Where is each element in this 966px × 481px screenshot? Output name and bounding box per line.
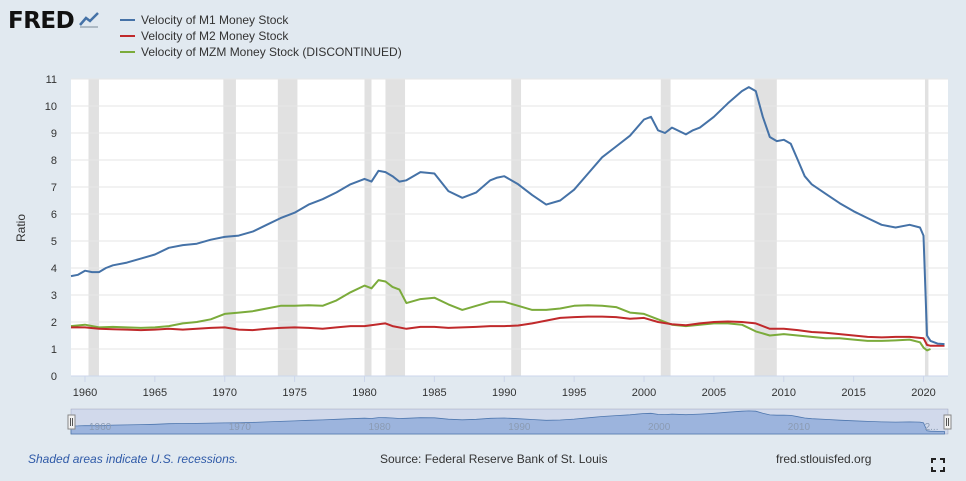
navigator-series <box>70 410 945 435</box>
trend-line-icon <box>78 9 101 33</box>
y-tick-label: 7 <box>51 182 57 194</box>
logo-text: FRED <box>8 8 75 34</box>
x-tick-label: 1985 <box>422 387 446 399</box>
y-tick-label: 6 <box>51 209 57 221</box>
recession-band-1 <box>223 79 236 376</box>
source-note: Source: Federal Reserve Bank of St. Loui… <box>380 452 608 466</box>
navigator-label: 1990 <box>508 422 531 433</box>
y-tick-label: 8 <box>51 155 57 167</box>
x-tick-label: 1980 <box>352 387 376 399</box>
y-tick-label: 4 <box>51 263 57 275</box>
x-tick-label: 2005 <box>702 387 726 399</box>
legend-swatch-m1 <box>120 19 135 21</box>
recession-band-0 <box>88 79 99 376</box>
y-tick-label: 9 <box>51 128 57 140</box>
y-tick-label: 1 <box>51 344 57 356</box>
y-tick-label: 2 <box>51 317 57 329</box>
x-tick-label: 2000 <box>632 387 656 399</box>
x-tick-label: 1975 <box>282 387 306 399</box>
recession-band-4 <box>385 79 406 376</box>
navigator-handle-left[interactable] <box>67 414 76 430</box>
recession-bands <box>88 79 929 376</box>
navigator-labels: 1960 1970 1980 1990 2000 2010 2... <box>89 422 939 433</box>
x-tick-label: 2015 <box>841 387 865 399</box>
recession-band-5 <box>511 79 522 376</box>
fullscreen-icon[interactable] <box>931 458 945 472</box>
x-tick-label: 1970 <box>212 387 236 399</box>
y-axis-title: Ratio <box>14 214 28 242</box>
recession-note: Shaded areas indicate U.S. recessions. <box>28 452 239 466</box>
y-tick-labels: 0 1 2 3 4 5 6 7 8 9 10 11 <box>45 74 57 383</box>
navigator-label: 1970 <box>229 422 252 433</box>
legend-swatch-m2 <box>120 35 135 37</box>
x-tick-label: 1960 <box>73 387 97 399</box>
y-tick-label: 3 <box>51 290 57 302</box>
x-tick-label: 1995 <box>562 387 586 399</box>
y-tick-label: 10 <box>45 101 57 113</box>
legend-item-m1[interactable]: Velocity of M1 Money Stock <box>120 12 402 28</box>
legend-label-m1: Velocity of M1 Money Stock <box>141 13 289 27</box>
navigator-handle-right[interactable] <box>943 414 952 430</box>
series-line-m1 <box>70 86 945 346</box>
recession-band-3 <box>364 79 372 376</box>
recession-band-7 <box>754 79 777 376</box>
recession-band-2 <box>277 79 298 376</box>
legend-item-mzm[interactable]: Velocity of MZM Money Stock (DISCONTINUE… <box>120 44 402 60</box>
x-tick-label: 1965 <box>143 387 167 399</box>
navigator-mask <box>71 409 948 434</box>
x-tick-label: 1990 <box>492 387 516 399</box>
navigator-label: 2... <box>925 422 939 433</box>
gridlines <box>71 78 948 350</box>
x-tick-label: 2020 <box>911 387 935 399</box>
x-tick-labels: 1960 1965 1970 1975 1980 1985 1990 1995 2000 2005… <box>73 376 936 399</box>
recession-band-6 <box>660 79 671 376</box>
navigator-label: 2000 <box>648 422 671 433</box>
y-tick-label: 11 <box>46 74 57 86</box>
navigator-label: 1960 <box>89 422 112 433</box>
fred-logo[interactable]: FRED <box>8 8 101 34</box>
series-lines <box>70 86 945 352</box>
fred-url-link[interactable]: fred.stlouisfed.org <box>776 452 872 466</box>
series-line-m2 <box>71 315 945 347</box>
legend-swatch-mzm <box>120 51 135 53</box>
legend-item-m2[interactable]: Velocity of M2 Money Stock <box>120 28 402 44</box>
range-navigator[interactable]: 1960 1970 1980 1990 2000 2010 2... <box>67 408 952 435</box>
navigator-label: 2010 <box>788 422 811 433</box>
series-line-mzm <box>70 279 931 352</box>
recession-band-8 <box>924 79 929 376</box>
legend-label-mzm: Velocity of MZM Money Stock (DISCONTINUE… <box>141 45 402 59</box>
y-tick-label: 0 <box>51 371 57 383</box>
y-tick-label: 5 <box>51 236 57 248</box>
navigator-label: 1980 <box>368 422 391 433</box>
x-tick-label: 2010 <box>772 387 796 399</box>
legend-label-m2: Velocity of M2 Money Stock <box>141 29 289 43</box>
chart-legend: Velocity of M1 Money Stock Velocity of M… <box>120 12 402 60</box>
